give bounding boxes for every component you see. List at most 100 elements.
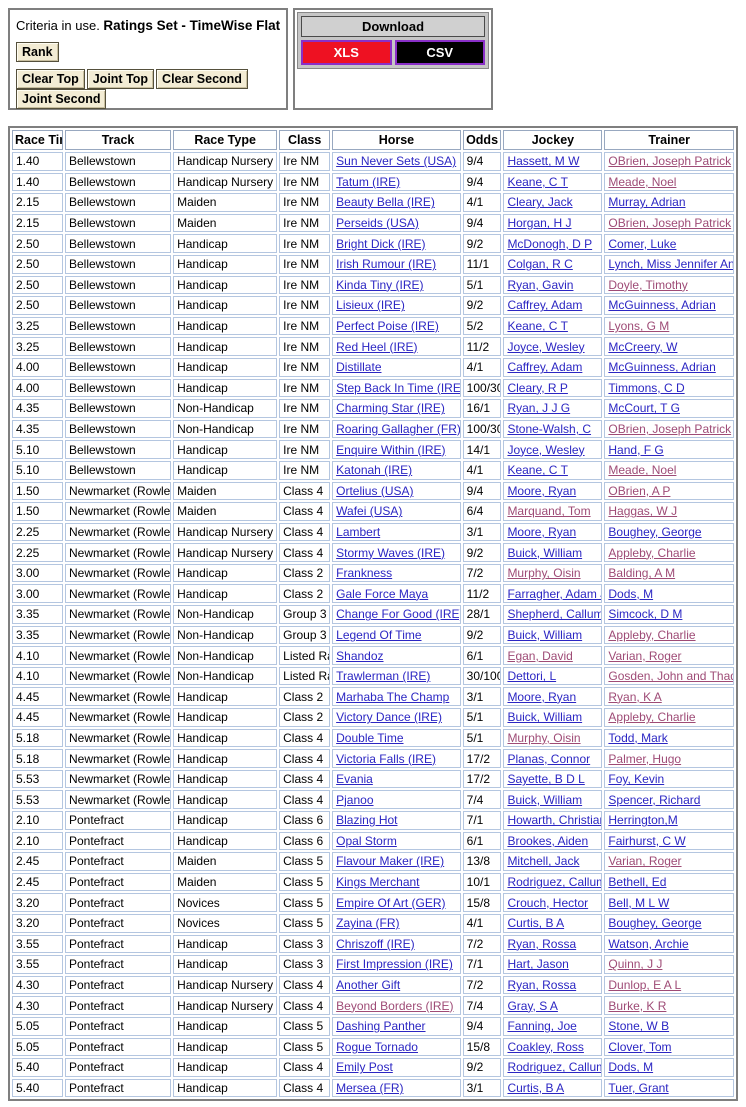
horse-link[interactable]: Sun Never Sets (USA) [336, 154, 457, 169]
horse-link[interactable]: Double Time [336, 730, 404, 745]
jockey-link[interactable]: Keane, C T [507, 463, 568, 478]
horse-link[interactable]: Opal Storm [336, 833, 397, 848]
jockey-link[interactable]: Curtis, B A [507, 916, 565, 931]
trainer-link[interactable]: Lynch, Miss Jennifer Anne [608, 257, 734, 272]
horse-link[interactable]: Distillate [336, 360, 382, 375]
trainer-link[interactable]: Murray, Adrian [608, 195, 686, 210]
horse-link[interactable]: Kings Merchant [336, 875, 420, 890]
horse-link[interactable]: Change For Good (IRE) [336, 607, 461, 622]
trainer-link[interactable]: OBrien, Joseph Patrick [608, 216, 732, 231]
jockey-link[interactable]: Moore, Ryan [507, 524, 577, 539]
horse-link[interactable]: Evania [336, 772, 373, 787]
horse-link[interactable]: Tatum (IRE) [336, 174, 401, 189]
horse-link[interactable]: Another Gift [336, 978, 401, 993]
trainer-link[interactable]: Dunlop, E A L [608, 978, 682, 993]
trainer-link[interactable]: Quinn, J J [608, 957, 663, 972]
trainer-link[interactable]: Hand, F G [608, 442, 664, 457]
jockey-link[interactable]: Egan, David [507, 648, 573, 663]
horse-link[interactable]: Bright Dick (IRE) [336, 236, 426, 251]
jockey-link[interactable]: Hart, Jason [507, 957, 569, 972]
jockey-link[interactable]: Coakley, Ross [507, 1039, 584, 1054]
trainer-link[interactable]: Fairhurst, C W [608, 833, 686, 848]
jockey-link[interactable]: Rodriguez, Callum [507, 875, 603, 890]
horse-link[interactable]: Mersea (FR) [336, 1081, 404, 1096]
horse-link[interactable]: Beauty Bella (IRE) [336, 195, 435, 210]
horse-link[interactable]: Katonah (IRE) [336, 463, 413, 478]
horse-link[interactable]: Flavour Maker (IRE) [336, 854, 445, 869]
horse-link[interactable]: Gale Force Maya [336, 586, 429, 601]
jockey-link[interactable]: Howarth, Christian [507, 813, 603, 828]
trainer-link[interactable]: Timmons, C D [608, 380, 685, 395]
horse-link[interactable]: Kinda Tiny (IRE) [336, 277, 424, 292]
jockey-link[interactable]: Caffrey, Adam [507, 298, 583, 313]
horse-link[interactable]: First Impression (IRE) [336, 957, 453, 972]
trainer-link[interactable]: Bell, M L W [608, 895, 670, 910]
horse-link[interactable]: Perseids (USA) [336, 216, 419, 231]
jockey-link[interactable]: Buick, William [507, 710, 583, 725]
trainer-link[interactable]: Appleby, Charlie [608, 545, 696, 560]
trainer-link[interactable]: Tuer, Grant [608, 1081, 669, 1096]
trainer-link[interactable]: Varian, Roger [608, 648, 682, 663]
horse-link[interactable]: Frankness [336, 566, 393, 581]
trainer-link[interactable]: Stone, W B [608, 1019, 670, 1034]
jockey-link[interactable]: Farragher, Adam J [507, 586, 603, 601]
jockey-link[interactable]: Planas, Connor [507, 751, 591, 766]
jockey-link[interactable]: Murphy, Oisin [507, 566, 581, 581]
horse-link[interactable]: Rogue Tornado [336, 1039, 418, 1054]
jockey-link[interactable]: Hassett, M W [507, 154, 580, 169]
horse-link[interactable]: Pjanoo [336, 792, 374, 807]
trainer-link[interactable]: Todd, Mark [608, 730, 668, 745]
trainer-link[interactable]: Meade, Noel [608, 463, 677, 478]
jockey-link[interactable]: Cleary, Jack [507, 195, 573, 210]
jockey-link[interactable]: Keane, C T [507, 319, 568, 334]
horse-link[interactable]: Roaring Gallagher (FR) [336, 422, 461, 437]
trainer-link[interactable]: Dods, M [608, 1060, 654, 1075]
jockey-link[interactable]: Mitchell, Jack [507, 854, 580, 869]
jockey-link[interactable]: Rodriguez, Callum [507, 1060, 603, 1075]
jockey-link[interactable]: Moore, Ryan [507, 689, 577, 704]
trainer-link[interactable]: Comer, Luke [608, 236, 677, 251]
trainer-link[interactable]: McGuinness, Adrian [608, 298, 716, 313]
horse-link[interactable]: Marhaba The Champ [336, 689, 450, 704]
horse-link[interactable]: Charming Star (IRE) [336, 401, 445, 416]
trainer-link[interactable]: Doyle, Timothy [608, 277, 688, 292]
trainer-link[interactable]: McCourt, T G [608, 401, 680, 416]
jockey-link[interactable]: Buick, William [507, 627, 583, 642]
jockey-link[interactable]: Ryan, Gavin [507, 277, 574, 292]
jockey-link[interactable]: Ryan, Rossa [507, 936, 577, 951]
horse-link[interactable]: Shandoz [336, 648, 384, 663]
horse-link[interactable]: Step Back In Time (IRE) [336, 380, 461, 395]
trainer-link[interactable]: Ryan, K A [608, 689, 662, 704]
trainer-link[interactable]: Lyons, G M [608, 319, 670, 334]
trainer-link[interactable]: Dods, M [608, 586, 654, 601]
trainer-link[interactable]: Meade, Noel [608, 174, 677, 189]
jockey-link[interactable]: Dettori, L [507, 669, 557, 684]
jockey-link[interactable]: Joyce, Wesley [507, 442, 585, 457]
csv-button[interactable]: CSV [394, 40, 485, 65]
horse-link[interactable]: Zayina (FR) [336, 916, 400, 931]
trainer-link[interactable]: Herrington,M [608, 813, 678, 828]
trainer-link[interactable]: Appleby, Charlie [608, 710, 696, 725]
jockey-link[interactable]: Buick, William [507, 792, 583, 807]
horse-link[interactable]: Irish Rumour (IRE) [336, 257, 437, 272]
jockey-link[interactable]: Sayette, B D L [507, 772, 585, 787]
trainer-link[interactable]: Haggas, W J [608, 504, 678, 519]
horse-link[interactable]: Emily Post [336, 1060, 393, 1075]
trainer-link[interactable]: Appleby, Charlie [608, 627, 696, 642]
trainer-link[interactable]: OBrien, A P [608, 483, 671, 498]
trainer-link[interactable]: Balding, A M [608, 566, 676, 581]
jockey-link[interactable]: Keane, C T [507, 174, 568, 189]
trainer-link[interactable]: Burke, K R [608, 998, 667, 1013]
jockey-link[interactable]: Stone-Walsh, C [507, 422, 592, 437]
clear-top-button[interactable]: Clear Top [16, 69, 85, 89]
jockey-link[interactable]: McDonogh, D P [507, 236, 593, 251]
trainer-link[interactable]: Boughey, George [608, 916, 702, 931]
joint-top-button[interactable]: Joint Top [86, 69, 155, 89]
jockey-link[interactable]: Brookes, Aiden [507, 833, 589, 848]
trainer-link[interactable]: Spencer, Richard [608, 792, 701, 807]
jockey-link[interactable]: Murphy, Oisin [507, 730, 581, 745]
jockey-link[interactable]: Caffrey, Adam [507, 360, 583, 375]
trainer-link[interactable]: Bethell, Ed [608, 875, 667, 890]
horse-link[interactable]: Lisieux (IRE) [336, 298, 405, 313]
horse-link[interactable]: Trawlerman (IRE) [336, 669, 431, 684]
